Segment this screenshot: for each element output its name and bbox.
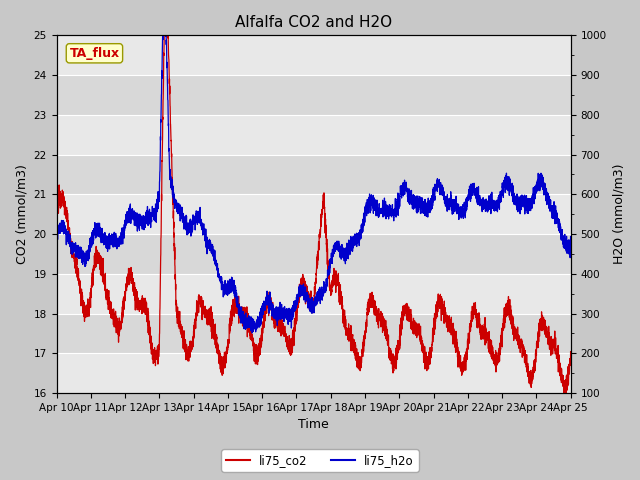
Bar xyxy=(56,115,571,155)
Bar xyxy=(56,194,571,234)
Y-axis label: H2O (mmol/m3): H2O (mmol/m3) xyxy=(612,164,625,264)
Y-axis label: CO2 (mmol/m3): CO2 (mmol/m3) xyxy=(15,164,28,264)
Bar xyxy=(56,274,571,313)
Bar xyxy=(56,155,571,194)
Bar xyxy=(56,36,571,75)
Text: TA_flux: TA_flux xyxy=(69,47,120,60)
Bar xyxy=(56,313,571,353)
Bar xyxy=(56,234,571,274)
Legend: li75_co2, li75_h2o: li75_co2, li75_h2o xyxy=(221,449,419,472)
Bar xyxy=(56,353,571,393)
Bar xyxy=(56,75,571,115)
Title: Alfalfa CO2 and H2O: Alfalfa CO2 and H2O xyxy=(235,15,392,30)
X-axis label: Time: Time xyxy=(298,419,329,432)
